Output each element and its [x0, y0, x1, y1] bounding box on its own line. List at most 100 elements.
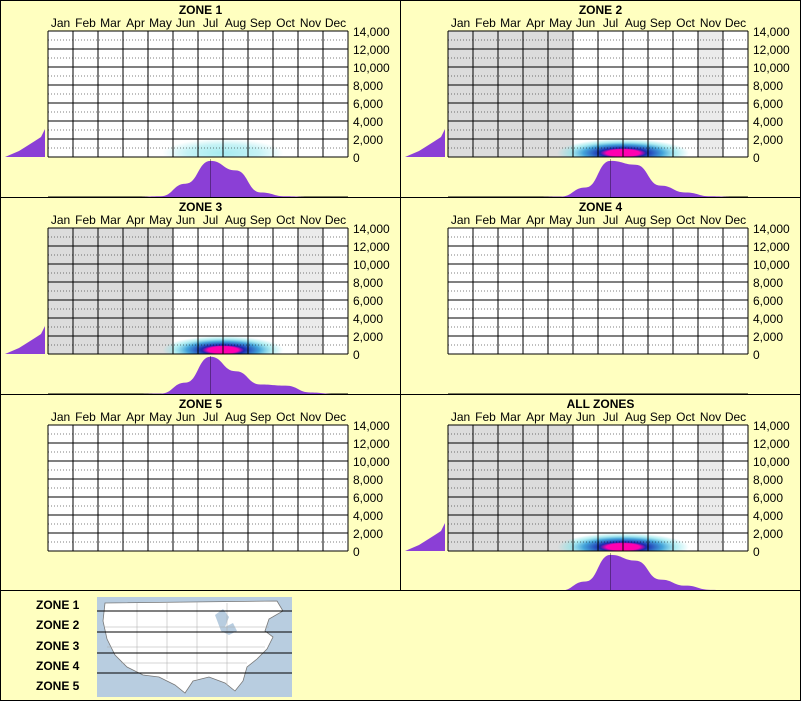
y-tick-label: 12,000 [353, 437, 390, 451]
chart-panel: ZONE 4 Jan Feb Mar Apr May Jun Jul Aug Sep Oct Nov D… [400, 197, 801, 395]
month-shading [498, 31, 523, 157]
panel-title: ZONE 3 [178, 200, 223, 214]
y-tick-label: 14,000 [753, 222, 790, 236]
zone-legend: ZONE 1 ZONE 2 ZONE 3 ZONE 4 ZONE 5 [0, 590, 801, 701]
month-shading [298, 228, 323, 354]
month-shading [548, 425, 573, 551]
y-tick-label: 0 [353, 151, 360, 165]
y-tick-label: 6,000 [353, 294, 383, 308]
month-tick-label: Feb [475, 213, 496, 227]
month-tick-label: Dec [325, 410, 346, 424]
elevation-density [405, 129, 445, 157]
legend-zone-2: ZONE 2 [36, 618, 80, 632]
y-tick-label: 12,000 [353, 43, 390, 57]
month-shading [698, 425, 723, 551]
month-tick-label: Oct [676, 410, 695, 424]
month-tick-label: Jan [451, 213, 470, 227]
month-tick-label: Mar [100, 410, 121, 424]
month-tick-label: Nov [700, 410, 721, 424]
y-tick-label: 8,000 [353, 473, 383, 487]
heatmap-chart: Jan Feb Mar Apr May Jun Jul Aug Sep Oct Nov Dec 14,0… [447, 213, 790, 395]
month-tick-label: Nov [300, 213, 321, 227]
y-tick-label: 6,000 [753, 491, 783, 505]
elevation-density [5, 129, 45, 157]
y-tick-label: 6,000 [753, 97, 783, 111]
month-tick-label: Sep [250, 16, 272, 30]
y-tick-label: 4,000 [753, 115, 783, 129]
month-tick-label: Sep [650, 16, 672, 30]
y-tick-label: 8,000 [353, 276, 383, 290]
month-tick-label: Mar [500, 16, 521, 30]
y-tick-label: 14,000 [353, 222, 390, 236]
elevation-density [405, 523, 445, 551]
month-tick-label: Jan [51, 16, 70, 30]
month-tick-label: Aug [225, 213, 246, 227]
month-tick-label: Apr [126, 16, 145, 30]
month-tick-label: Jun [176, 16, 195, 30]
month-tick-label: Aug [625, 16, 646, 30]
month-tick-label: Sep [650, 213, 672, 227]
month-tick-label: Sep [250, 410, 272, 424]
y-tick-label: 4,000 [753, 509, 783, 523]
month-tick-label: Oct [276, 213, 295, 227]
month-tick-label: Jul [203, 16, 218, 30]
y-tick-label: 10,000 [353, 258, 390, 272]
month-tick-label: Feb [475, 410, 496, 424]
month-tick-label: Mar [100, 16, 121, 30]
heatmap-chart: Jan Feb Mar Apr May Jun Jul Aug Sep Oct Nov Dec 14,0… [5, 16, 390, 198]
month-shading [498, 425, 523, 551]
month-tick-label: Aug [225, 16, 246, 30]
month-tick-label: Jan [451, 16, 470, 30]
y-tick-label: 10,000 [753, 61, 790, 75]
month-tick-label: Dec [725, 213, 746, 227]
month-tick-label: Jul [203, 213, 218, 227]
month-tick-label: Sep [650, 410, 672, 424]
y-tick-label: 2,000 [353, 527, 383, 541]
month-density [48, 160, 348, 197]
y-tick-label: 4,000 [353, 509, 383, 523]
month-tick-label: May [149, 410, 172, 424]
panel-title: ZONE 2 [578, 3, 623, 17]
elevation-density [5, 326, 45, 354]
y-tick-label: 12,000 [753, 240, 790, 254]
panel-title: ZONE 5 [178, 397, 223, 411]
y-tick-label: 2,000 [753, 330, 783, 344]
y-tick-label: 4,000 [753, 312, 783, 326]
legend-zone-4: ZONE 4 [36, 659, 80, 673]
month-tick-label: Jul [603, 213, 618, 227]
month-shading [98, 228, 123, 354]
month-tick-label: Jun [576, 213, 595, 227]
heatmap-chart: Jan Feb Mar Apr May Jun Jul Aug Sep Oct Nov Dec 14,0… [47, 410, 390, 592]
month-shading [548, 31, 573, 157]
month-tick-label: Jun [176, 213, 195, 227]
panel-title: ZONE 4 [578, 200, 623, 214]
month-density [448, 554, 748, 591]
y-tick-label: 4,000 [353, 115, 383, 129]
y-tick-label: 0 [753, 545, 760, 559]
month-tick-label: Dec [325, 213, 346, 227]
y-tick-label: 0 [753, 348, 760, 362]
month-shading [473, 425, 498, 551]
legend-zone-3: ZONE 3 [36, 639, 80, 653]
month-tick-label: Jan [51, 213, 70, 227]
y-tick-label: 10,000 [353, 61, 390, 75]
month-tick-label: Jun [576, 410, 595, 424]
y-tick-label: 0 [753, 151, 760, 165]
month-tick-label: Jan [51, 410, 70, 424]
y-tick-label: 10,000 [753, 455, 790, 469]
month-tick-label: Jul [203, 410, 218, 424]
y-tick-label: 6,000 [353, 97, 383, 111]
y-tick-label: 8,000 [753, 79, 783, 93]
month-tick-label: Apr [526, 16, 545, 30]
month-shading [698, 31, 723, 157]
y-tick-label: 8,000 [353, 79, 383, 93]
month-tick-label: Jul [603, 16, 618, 30]
chart-panel: ZONE 5 Jan Feb Mar Apr May Jun Jul Aug Sep Oct Nov D… [0, 394, 401, 592]
us-map-icon [97, 597, 292, 697]
month-tick-label: Mar [500, 410, 521, 424]
month-tick-label: Aug [225, 410, 246, 424]
month-tick-label: Apr [126, 213, 145, 227]
month-tick-label: Oct [676, 213, 695, 227]
month-tick-label: Jun [576, 16, 595, 30]
y-tick-label: 0 [353, 348, 360, 362]
